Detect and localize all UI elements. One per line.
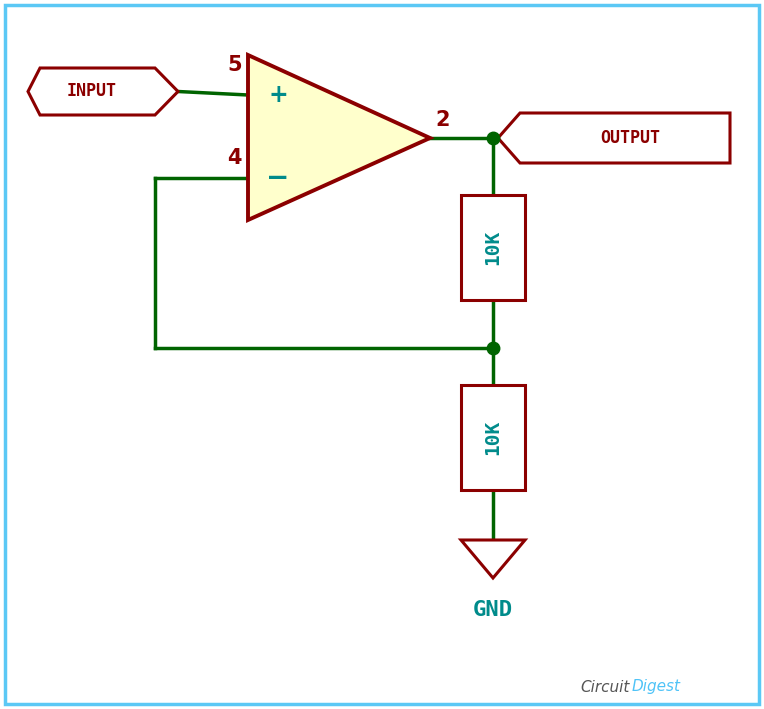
Text: 2: 2 — [435, 110, 449, 130]
Text: 10K: 10K — [484, 420, 503, 455]
Polygon shape — [248, 55, 430, 220]
Text: −: − — [267, 164, 290, 192]
Text: 4: 4 — [228, 148, 242, 168]
Polygon shape — [461, 540, 525, 578]
Text: GND: GND — [473, 600, 513, 620]
Text: +: + — [268, 83, 288, 107]
Polygon shape — [498, 113, 730, 163]
Bar — [461, 195, 525, 300]
Bar — [461, 385, 525, 490]
Text: 5: 5 — [228, 55, 242, 75]
Text: OUTPUT: OUTPUT — [600, 129, 660, 147]
Text: Circuit: Circuit — [581, 679, 630, 695]
Text: INPUT: INPUT — [66, 82, 116, 101]
Text: 10K: 10K — [484, 230, 503, 265]
Text: Digest: Digest — [632, 679, 681, 695]
Polygon shape — [28, 68, 178, 115]
